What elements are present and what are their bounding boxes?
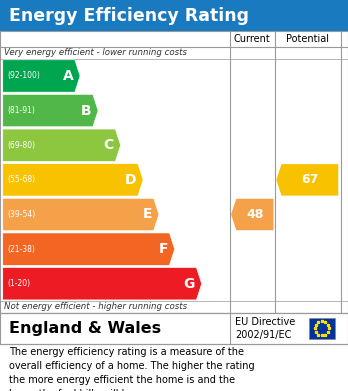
Text: C: C bbox=[104, 138, 114, 152]
Text: Current: Current bbox=[234, 34, 271, 44]
Bar bbox=[309, 317, 335, 339]
Bar bbox=[0, 0, 348, 31]
Polygon shape bbox=[3, 60, 80, 92]
Polygon shape bbox=[3, 267, 201, 300]
Polygon shape bbox=[3, 233, 175, 265]
Text: F: F bbox=[158, 242, 168, 256]
Text: 67: 67 bbox=[301, 173, 318, 187]
Text: (39-54): (39-54) bbox=[7, 210, 35, 219]
Text: EU Directive
2002/91/EC: EU Directive 2002/91/EC bbox=[235, 317, 295, 340]
Text: England & Wales: England & Wales bbox=[9, 321, 161, 336]
Text: Energy Efficiency Rating: Energy Efficiency Rating bbox=[9, 7, 249, 25]
Text: Potential: Potential bbox=[286, 34, 330, 44]
Text: (81-91): (81-91) bbox=[7, 106, 35, 115]
Polygon shape bbox=[231, 199, 274, 230]
Text: (69-80): (69-80) bbox=[7, 141, 35, 150]
Text: D: D bbox=[125, 173, 136, 187]
Text: (1-20): (1-20) bbox=[7, 279, 30, 288]
Polygon shape bbox=[276, 164, 338, 196]
Text: A: A bbox=[63, 69, 73, 83]
Text: (55-68): (55-68) bbox=[7, 175, 35, 185]
Text: Very energy efficient - lower running costs: Very energy efficient - lower running co… bbox=[4, 48, 187, 57]
Text: Not energy efficient - higher running costs: Not energy efficient - higher running co… bbox=[4, 302, 187, 312]
Text: (92-100): (92-100) bbox=[7, 72, 40, 81]
Text: E: E bbox=[143, 208, 152, 221]
Text: (21-38): (21-38) bbox=[7, 245, 35, 254]
Text: G: G bbox=[184, 277, 195, 291]
Text: The energy efficiency rating is a measure of the
overall efficiency of a home. T: The energy efficiency rating is a measur… bbox=[9, 347, 254, 391]
Polygon shape bbox=[3, 129, 121, 161]
Text: B: B bbox=[81, 104, 92, 118]
Bar bbox=[0, 313, 348, 344]
Polygon shape bbox=[3, 198, 159, 231]
Text: 48: 48 bbox=[246, 208, 263, 221]
Polygon shape bbox=[3, 164, 143, 196]
Polygon shape bbox=[3, 95, 98, 127]
Bar bbox=[0, 31, 348, 313]
